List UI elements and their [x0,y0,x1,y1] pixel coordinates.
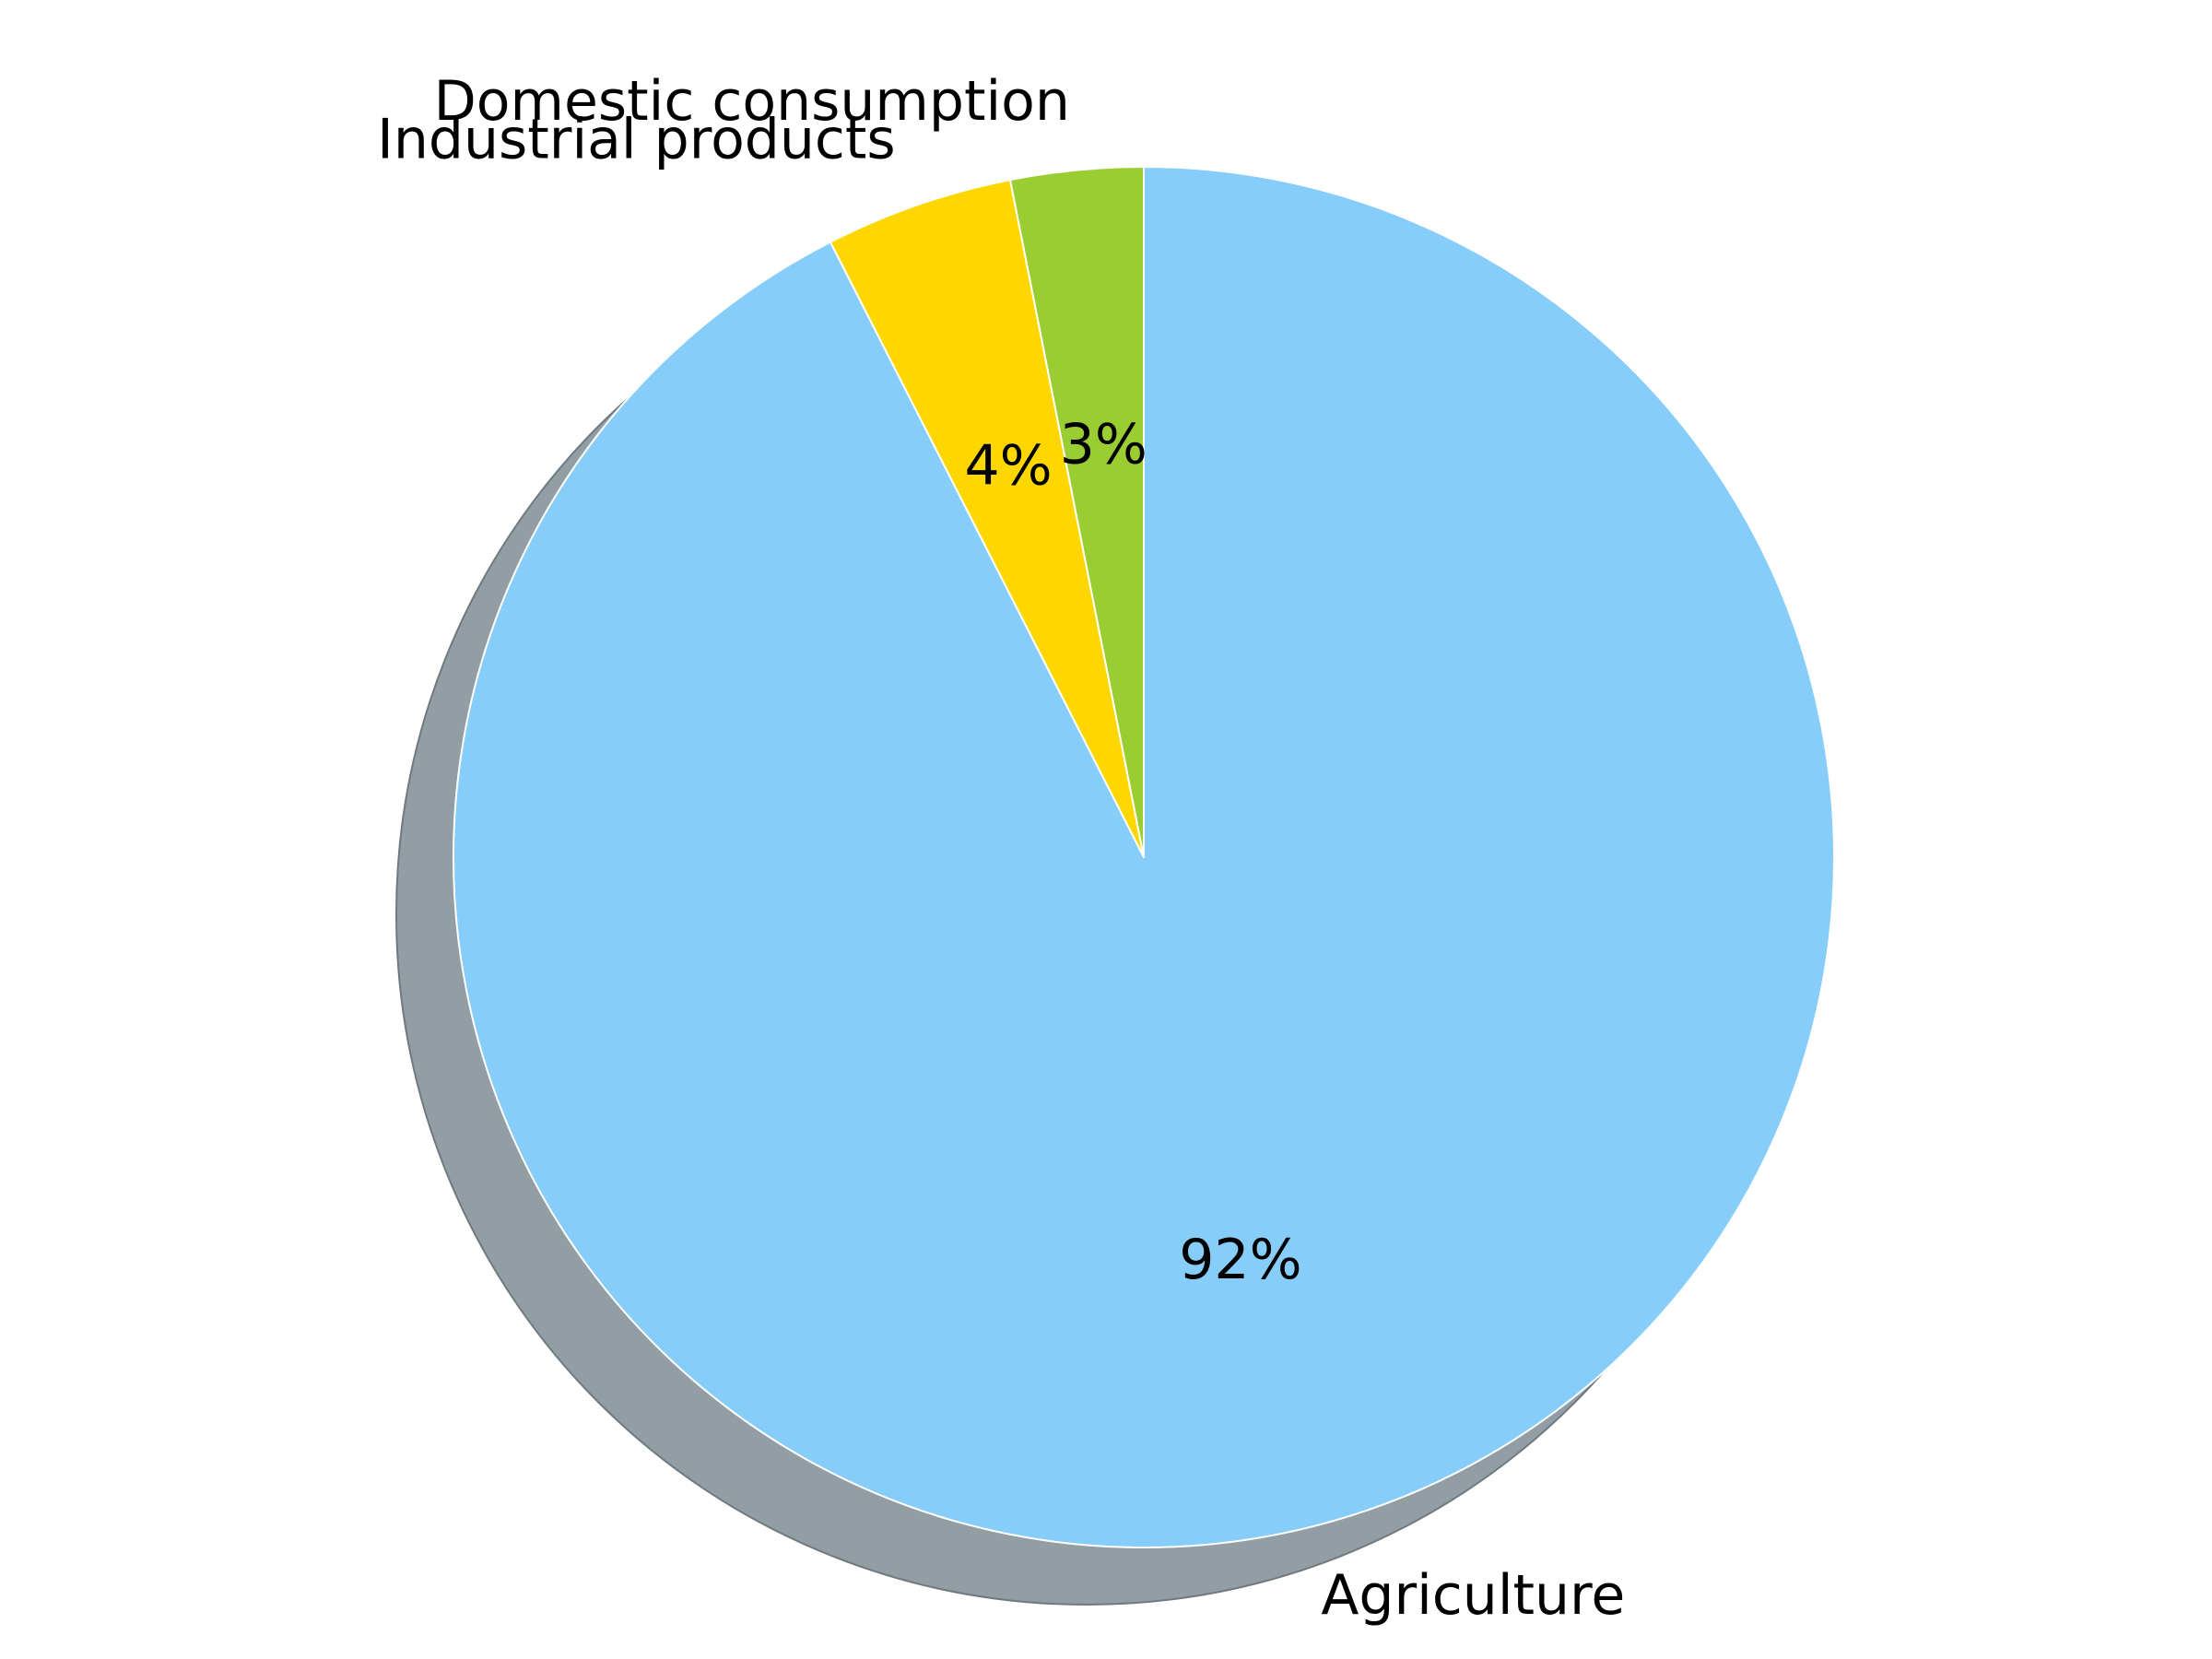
pct-label-domestic-consumption: 3% [1060,413,1147,477]
category-label-agriculture: Agriculture [1321,1563,1625,1628]
percent-labels: 92% 4% 3% [965,413,1302,1292]
category-labels: Agriculture Industrial products Domestic… [377,69,1625,1628]
pie-slice-industrial-products [829,179,1145,858]
pie-slice-domestic-consumption [1009,166,1145,858]
pct-label-industrial-products: 4% [965,433,1053,498]
pie-slices [453,166,1835,1548]
category-label-industrial-products: Industrial products [377,107,896,171]
category-label-domestic-consumption: Domestic consumption [434,69,1070,134]
pct-label-agriculture: 92% [1179,1228,1301,1292]
